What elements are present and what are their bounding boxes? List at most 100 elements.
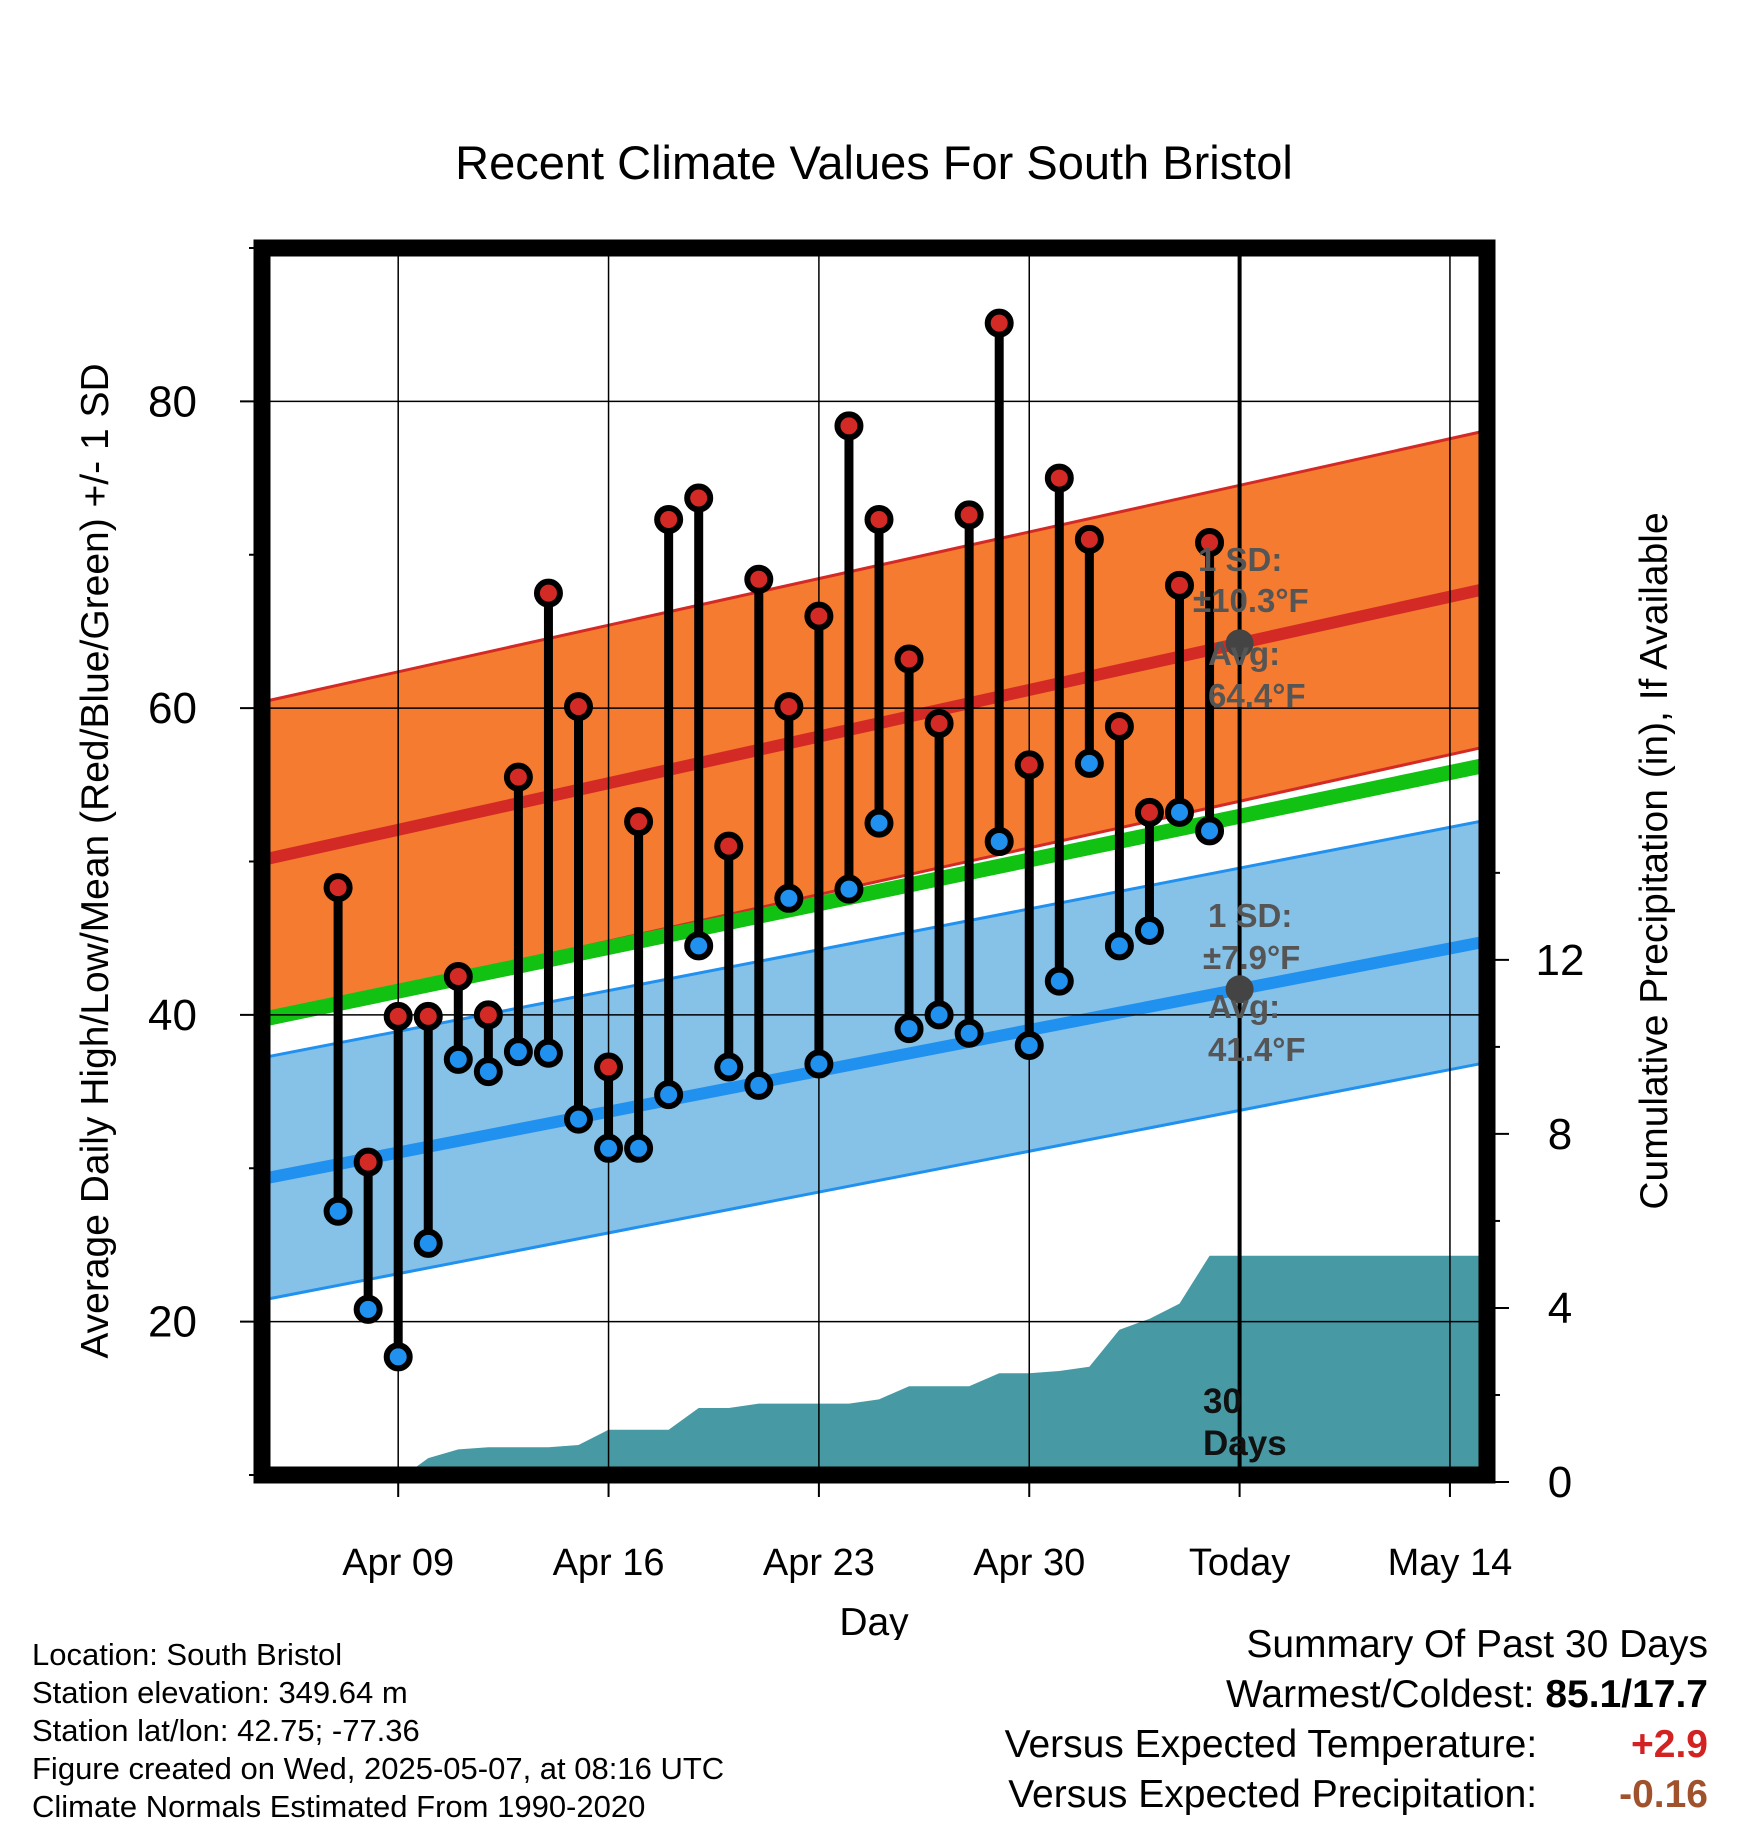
low-point-2025-04-19 [684,931,714,961]
precip-anomaly-row: Versus Expected Precipitation: -0.16 [1005,1770,1708,1820]
low-point-2025-05-03 [1104,931,1134,961]
high-point-2025-04-07 [323,873,353,903]
latlon-text: Station lat/lon: 42.75; -77.36 [32,1713,420,1748]
warmest-value: 85.1/17.7 [1545,1673,1708,1716]
created-text: Figure created on Wed, 2025-05-07, at 08… [32,1751,725,1786]
daily-range-bars [323,308,1225,1372]
high-point-2025-04-30 [1014,750,1044,780]
y2-tick-label-8: 8 [1548,1110,1572,1159]
high-point-2025-04-18 [654,504,684,534]
x-tick-label-3: Apr 30 [973,1542,1085,1584]
high-avg-value: 64.4°F [1208,677,1306,714]
low-point-2025-04-18 [654,1080,684,1110]
high-point-2025-04-24 [834,411,864,441]
low-sd-label: 1 SD: [1208,897,1292,934]
low-point-2025-04-10 [413,1228,443,1258]
high-point-2025-04-28 [954,500,984,530]
y-tick-label-60: 60 [148,684,197,733]
low-point-2025-04-09 [383,1342,413,1372]
high-point-2025-05-06 [1195,527,1225,557]
x-tick-label-5: May 14 [1388,1542,1513,1584]
high-point-2025-04-10 [413,1001,443,1031]
low-point-2025-04-15 [564,1104,593,1134]
x-tick-label-1: Apr 16 [553,1542,665,1584]
low-point-2025-04-07 [323,1196,353,1226]
high-point-2025-04-12 [473,1000,503,1030]
y-axis-label: Average Daily High/Low/Mean (Red/Blue/Gr… [74,363,117,1358]
low-avg-dot [1225,975,1254,1004]
low-point-2025-04-16 [594,1133,624,1163]
normals-text: Climate Normals Estimated From 1990-2020 [32,1789,646,1824]
low-avg-label: Avg: [1208,988,1280,1025]
high-avg-dot [1225,629,1254,658]
high-point-2025-04-20 [714,831,744,861]
x-tick-label-2: Apr 23 [763,1542,875,1584]
high-sd-label: 1 SD: [1198,541,1282,578]
low-point-2025-05-04 [1134,916,1164,946]
y2-tick-label-0: 0 [1548,1458,1572,1507]
temp-anomaly-label: Versus Expected Temperature: [1004,1723,1538,1766]
y-tick-label-40: 40 [148,991,197,1040]
y2-tick-label-4: 4 [1548,1284,1572,1333]
high-point-2025-04-14 [533,578,563,608]
climate-chart: Recent Climate Values For South Bristol … [74,136,1676,1640]
x-tick-label-4: Today [1189,1542,1290,1584]
low-point-2025-04-25 [864,808,894,838]
low-point-2025-04-17 [624,1133,654,1163]
chart-title: Recent Climate Values For South Bristol [455,136,1293,189]
low-sd-value: ±7.9°F [1203,939,1300,976]
low-point-2025-04-27 [924,1000,954,1030]
elevation-text: Station elevation: 349.64 m [32,1675,408,1710]
precip-anomaly-label: Versus Expected Precipitation: [1008,1773,1538,1816]
annotations: 1 SD: ±10.3°F Avg: 64.4°F 1 SD: ±7.9°F Avg: 41.… [1193,541,1309,1463]
precip-anomaly-value: -0.16 [1619,1773,1708,1816]
high-point-2025-04-09 [383,1001,413,1031]
days-word-label: Days [1203,1424,1287,1463]
high-point-2025-05-05 [1165,570,1194,600]
low-point-2025-04-29 [984,827,1014,857]
normal-low-line [260,935,1489,1185]
station-info: Location: South Bristol Station elevatio… [32,1636,724,1826]
low-point-2025-04-14 [533,1038,563,1068]
low-point-2025-04-26 [894,1014,924,1044]
high-point-2025-05-04 [1134,797,1164,827]
summary-title: Summary Of Past 30 Days [1246,1623,1708,1666]
location-text: Location: South Bristol [32,1637,343,1672]
high-point-2025-04-16 [594,1052,624,1082]
high-point-2025-04-08 [353,1147,383,1177]
high-sd-value: ±10.3°F [1193,582,1309,619]
precipitation-area [338,1255,1488,1482]
temp-anomaly-row: Versus Expected Temperature: +2.9 [1005,1720,1708,1770]
summary-panel: Summary Of Past 30 Days Warmest/Coldest:… [1005,1620,1708,1820]
axes: 20 40 60 80 0 4 8 12 Apr 09 Apr 16 Apr 23 Apr 30 Tod… [148,247,1584,1584]
low-point-2025-04-13 [503,1037,533,1067]
high-point-2025-04-26 [894,644,924,674]
precip-fill [338,1255,1488,1482]
temp-anomaly-value: +2.9 [1631,1723,1708,1766]
high-point-2025-05-01 [1044,463,1074,493]
low-point-2025-04-22 [774,883,804,913]
low-sd-upper-edge [261,818,1488,1060]
high-point-2025-04-23 [804,601,834,631]
low-point-2025-04-21 [744,1070,774,1100]
high-avg-label: Avg: [1208,635,1280,672]
high-point-2025-04-11 [443,962,473,992]
low-point-2025-05-01 [1044,966,1074,996]
high-point-2025-04-15 [564,692,593,722]
low-point-2025-04-28 [954,1018,984,1048]
high-point-2025-04-13 [503,762,533,792]
low-sd-lower-edge [261,1060,1488,1302]
warmest-label: Warmest/Coldest: [1226,1673,1535,1716]
high-point-2025-04-22 [774,692,804,722]
high-point-2025-04-29 [984,308,1014,338]
y-tick-label-20: 20 [148,1298,197,1347]
low-point-2025-05-06 [1195,816,1225,846]
low-avg-value: 41.4°F [1208,1031,1306,1068]
high-point-2025-04-25 [864,504,894,534]
high-point-2025-04-21 [744,564,774,594]
low-point-2025-05-02 [1074,748,1104,778]
low-point-2025-04-24 [834,874,864,904]
high-point-2025-05-02 [1074,524,1104,554]
low-point-2025-04-12 [473,1057,503,1087]
y2-axis-label: Cumulative Precipitation (in), If Availa… [1633,512,1676,1209]
